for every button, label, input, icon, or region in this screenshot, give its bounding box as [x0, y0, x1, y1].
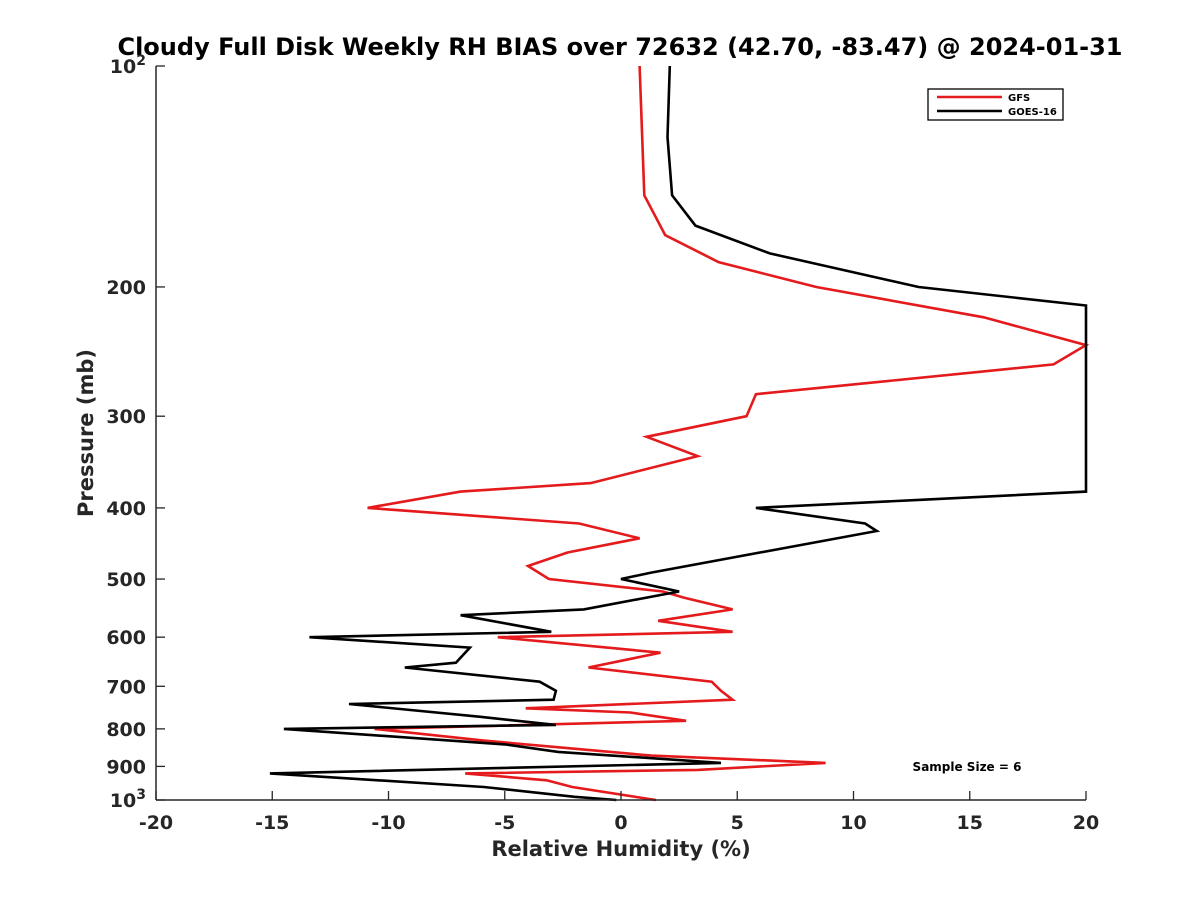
- x-axis-label: Relative Humidity (%): [491, 837, 750, 861]
- x-tick-label: 5: [731, 812, 744, 834]
- plot-area: -20 -15 -10 -5 0 5 10 15 20 102 200 300 400 500 600 700…: [106, 53, 1099, 834]
- x-tick-label: 20: [1073, 812, 1099, 834]
- x-tick-label: -15: [255, 812, 289, 834]
- y-tick-label: 900: [106, 756, 146, 778]
- legend-box: [927, 88, 1064, 121]
- y-tick-label: 200: [106, 277, 146, 299]
- legend-entries: GFS GOES-16: [937, 93, 1057, 118]
- x-tick-label: 15: [957, 812, 983, 834]
- legend-label-goes-16: GOES-16: [1008, 107, 1057, 118]
- y-tick-label: 103: [110, 787, 146, 812]
- y-tick-label: 400: [106, 498, 146, 520]
- chart-title: Cloudy Full Disk Weekly RH BIAS over 726…: [117, 33, 1122, 61]
- y-tick-label: 500: [106, 569, 146, 591]
- y-tick-label: 300: [106, 406, 146, 428]
- x-tick-label: -10: [371, 812, 405, 834]
- series-line-goes-16: [269, 65, 1088, 802]
- x-tick-label: -5: [494, 812, 515, 834]
- axes: -20 -15 -10 -5 0 5 10 15 20 102 200 300 400 500 600 700…: [106, 53, 1099, 834]
- legend: GFS GOES-16: [927, 88, 1064, 121]
- y-tick-label: 800: [106, 719, 146, 741]
- series-layer: [269, 65, 1090, 802]
- x-tick-label: 10: [840, 812, 866, 834]
- sample-size-annotation: Sample Size = 6: [913, 760, 1022, 774]
- y-tick-label: 102: [110, 53, 146, 78]
- series-line-gfs: [367, 65, 1090, 802]
- y-axis-label: Pressure (mb): [74, 349, 98, 517]
- y-tick-label: 700: [106, 676, 146, 698]
- legend-label-gfs: GFS: [1008, 93, 1030, 104]
- x-tick-label: -20: [139, 812, 173, 834]
- y-tick-label: 600: [106, 627, 146, 649]
- x-tick-label: 0: [614, 812, 627, 834]
